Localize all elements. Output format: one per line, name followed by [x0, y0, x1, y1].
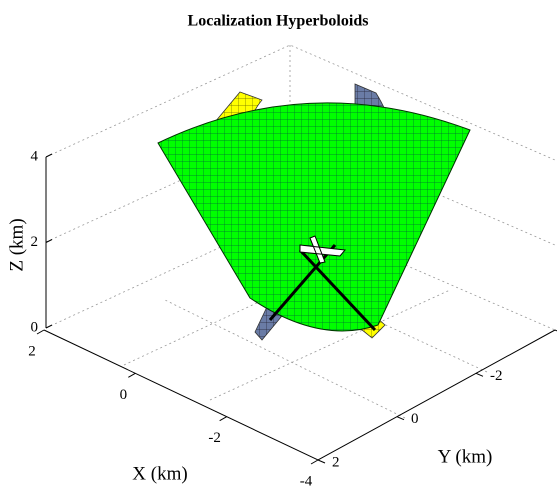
- y-tick: [397, 417, 404, 420]
- z-tick: [46, 154, 52, 157]
- chart: Localization Hyperboloids X (km) Y (km) …: [0, 0, 557, 491]
- x-tick: [311, 460, 318, 464]
- y-tick: [476, 373, 483, 376]
- z-tick-label: 0: [31, 319, 39, 335]
- z-tick-label: 2: [31, 234, 39, 250]
- x-tick-label: 0: [120, 387, 128, 403]
- surfaces: [158, 84, 470, 340]
- green-hyperboloid: [158, 103, 470, 331]
- chart-title: Localization Hyperboloids: [188, 13, 369, 30]
- y-tick-label: 0: [411, 411, 419, 427]
- z-axis-label: Z (km): [6, 218, 27, 271]
- x-tick: [37, 330, 44, 334]
- z-tick: [46, 240, 52, 243]
- x-axis-label: X (km): [132, 463, 187, 484]
- x-tick-label: 2: [28, 343, 36, 359]
- x-tick: [220, 417, 227, 421]
- y-axis-label: Y (km): [438, 446, 493, 467]
- x-tick-label: -2: [208, 430, 221, 446]
- z-tick: [46, 325, 52, 328]
- y-tick-label: 2: [332, 454, 340, 470]
- z-tick-label: 4: [31, 148, 39, 164]
- y-tick: [318, 460, 325, 463]
- x-tick-label: -4: [300, 473, 313, 489]
- x-tick: [128, 373, 135, 377]
- y-tick-label: -2: [490, 368, 503, 384]
